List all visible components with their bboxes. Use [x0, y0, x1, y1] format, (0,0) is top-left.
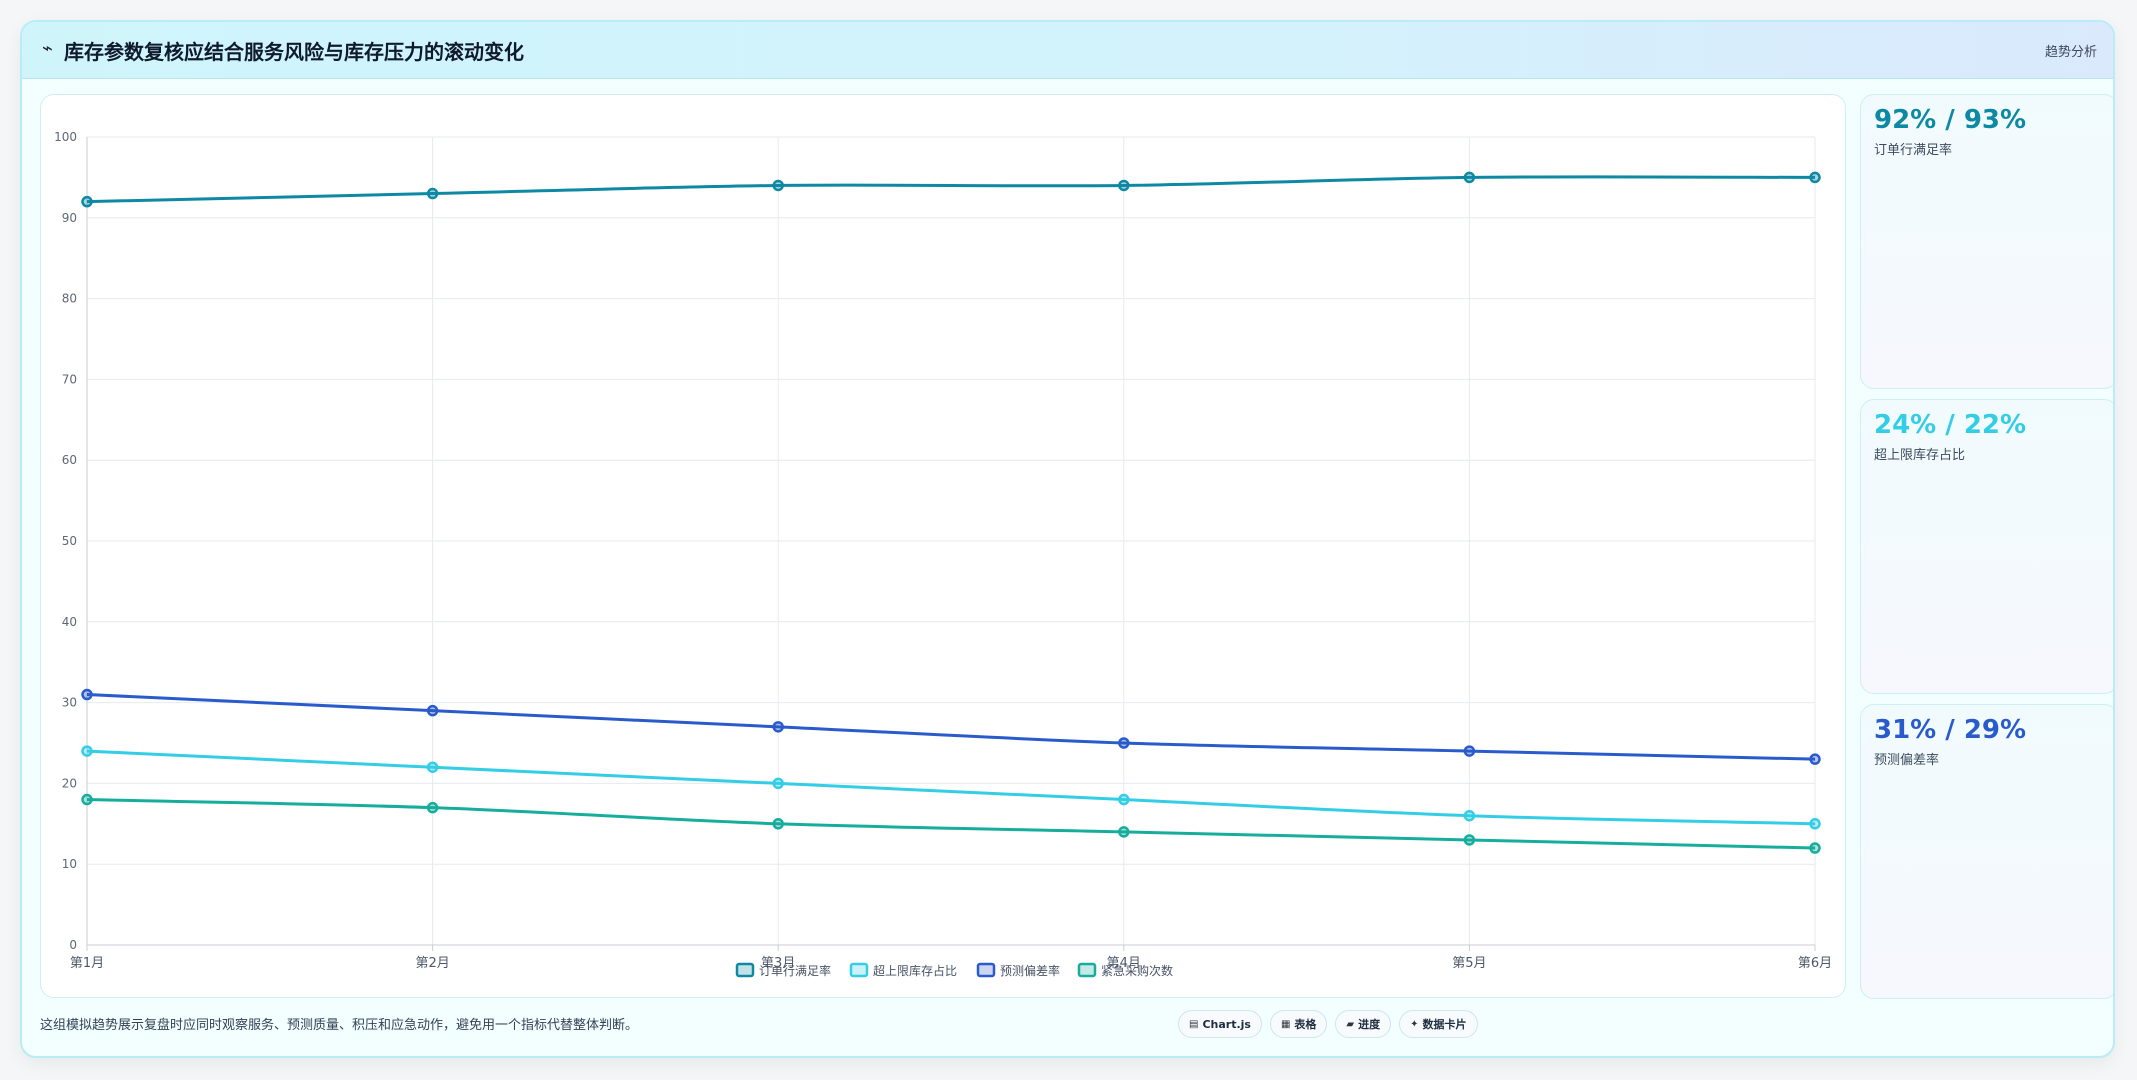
data-point: [1118, 793, 1130, 806]
page-title: 库存参数复核应结合服务风险与库存压力的滚动变化: [64, 40, 524, 64]
kpi-card-forecast-error: 31% / 29% 预测偏差率: [1860, 704, 2113, 999]
x-tick-label: 第4月: [1107, 956, 1141, 971]
legend-label: 超上限库存占比: [873, 963, 957, 978]
y-tick-label: 90: [62, 211, 77, 225]
data-point: [1118, 826, 1130, 838]
data-point: [426, 187, 439, 200]
line-chart: 0 10 20 30 40 50 60 70 80 90 100 第1月 第2月 第3月 第4月 第5月 第6月…: [54, 130, 1832, 978]
legend-label: 订单行满足率: [759, 963, 831, 978]
chart-card: ⌁ 库存参数复核应结合服务风险与库存压力的滚动变化 趋势分析 0 10 20 30 40…: [20, 20, 2115, 1058]
data-point: [81, 688, 93, 701]
kpi-card-fill-rate: 92% / 93% 订单行满足率: [1860, 94, 2113, 389]
legend-swatch: [849, 962, 869, 978]
chartjs-button[interactable]: ▤ Chart.js: [1178, 1010, 1262, 1038]
series-line: [86, 798, 1816, 850]
x-tick-label: 第1月: [70, 956, 104, 971]
x-tick-label: 第3月: [761, 956, 795, 971]
y-tick-label: 10: [62, 857, 77, 871]
kpi-label: 订单行满足率: [1874, 143, 1953, 158]
legend-label: 预测偏差率: [1000, 963, 1060, 978]
x-tick-label: 第6月: [1798, 956, 1832, 971]
data-point: [1463, 171, 1476, 184]
data-point: [1463, 745, 1476, 757]
button-label: 进度: [1358, 1018, 1381, 1031]
data-point: [81, 793, 93, 806]
data-point: [81, 195, 93, 208]
data-point: [1809, 842, 1821, 854]
legend-swatch: [1077, 962, 1097, 978]
view-switcher: ▤ Chart.js ▦ 表格 ▰ 进度 ✦ 数据卡片: [1178, 1010, 1478, 1038]
legend-swatch: [976, 962, 996, 978]
x-tick-label: 第5月: [1452, 956, 1486, 971]
kpi-label: 预测偏差率: [1874, 753, 1940, 768]
kpi-value: 31% / 29%: [1874, 715, 2027, 745]
series-line: [86, 749, 1816, 826]
button-label: 数据卡片: [1422, 1018, 1467, 1031]
data-point: [81, 745, 93, 757]
y-tick-label: 100: [54, 130, 77, 144]
footnote: 这组模拟趋势展示复盘时应同时观察服务、预测质量、积压和应急动作，避免用一个指标代…: [40, 1018, 639, 1033]
line-chart-panel: 0 10 20 30 40 50 60 70 80 90 100 第1月 第2月 第3月 第4月 第5月 第6月…: [40, 94, 1846, 998]
data-point: [1809, 171, 1821, 184]
kpi-value: 24% / 22%: [1874, 410, 2027, 440]
series-line: [86, 175, 1816, 204]
kpi-value: 92% / 93%: [1874, 105, 2027, 135]
data-point: [1463, 834, 1476, 846]
sparkle-icon: ✦: [1410, 1018, 1419, 1030]
kpi-card-overstock: 24% / 22% 超上限库存占比: [1860, 399, 2113, 694]
y-tick-label: 60: [62, 453, 77, 467]
data-point: [426, 761, 439, 773]
data-point: [772, 777, 784, 790]
data-point: [772, 818, 784, 830]
trend-analysis-tag: 趋势分析: [2044, 45, 2097, 60]
data-point: [426, 704, 439, 717]
y-tick-label: 70: [62, 372, 77, 386]
data-point: [1463, 809, 1476, 822]
y-tick-label: 80: [62, 292, 77, 306]
progress-button[interactable]: ▰ 进度: [1335, 1010, 1392, 1038]
y-tick-label: 30: [62, 696, 77, 710]
legend-label: 紧急采购次数: [1101, 963, 1173, 978]
y-tick-label: 0: [69, 938, 77, 952]
trend-line-icon: ⌁: [42, 38, 53, 59]
y-tick-label: 50: [62, 534, 77, 548]
data-point: [1809, 753, 1821, 765]
legend-swatch: [735, 962, 755, 978]
data-point: [772, 721, 784, 733]
kpi-label: 超上限库存占比: [1874, 448, 1966, 463]
data-card-button[interactable]: ✦ 数据卡片: [1399, 1010, 1478, 1038]
button-label: 表格: [1294, 1018, 1317, 1031]
x-tick-label: 第2月: [415, 956, 449, 971]
table-button[interactable]: ▦ 表格: [1269, 1010, 1328, 1038]
table-icon: ▦: [1280, 1018, 1291, 1030]
series-line: [86, 693, 1816, 761]
card-header: ⌁ 库存参数复核应结合服务风险与库存压力的滚动变化 趋势分析: [22, 22, 2113, 79]
data-point: [1118, 179, 1130, 192]
data-point: [426, 801, 439, 814]
y-tick-label: 20: [62, 776, 77, 790]
data-point: [1809, 818, 1821, 830]
chart-icon: ▤: [1189, 1018, 1199, 1030]
data-point: [772, 179, 784, 192]
progress-icon: ▰: [1346, 1018, 1355, 1030]
data-point: [1118, 737, 1130, 749]
button-label: Chart.js: [1202, 1017, 1251, 1031]
y-tick-label: 40: [62, 615, 77, 629]
